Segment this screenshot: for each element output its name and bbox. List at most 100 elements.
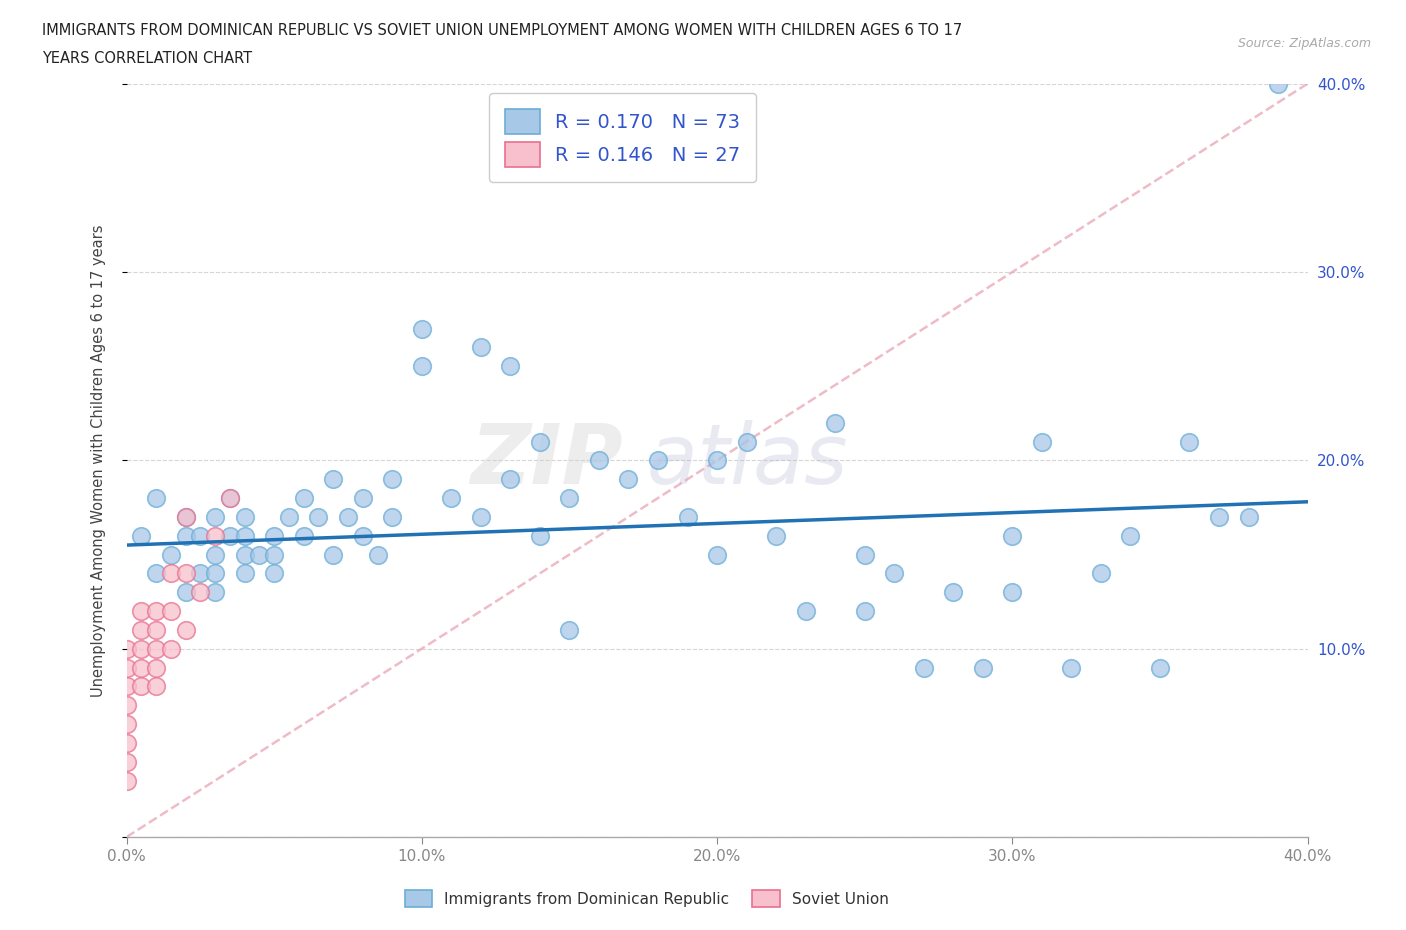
Point — [676, 510, 699, 525]
Point — [824, 415, 846, 430]
Point — [1001, 528, 1024, 543]
Point — [204, 510, 226, 525]
Point — [145, 565, 167, 580]
Point — [292, 528, 315, 543]
Point — [470, 510, 492, 525]
Point — [204, 528, 226, 543]
Text: atlas: atlas — [647, 419, 848, 501]
Point — [145, 660, 167, 675]
Point — [1090, 565, 1112, 580]
Point — [115, 736, 138, 751]
Point — [129, 660, 153, 675]
Point — [174, 528, 197, 543]
Point — [129, 528, 153, 543]
Point — [204, 585, 226, 600]
Text: ZIP: ZIP — [470, 419, 623, 501]
Point — [735, 434, 758, 449]
Point — [794, 604, 817, 618]
Point — [145, 679, 167, 694]
Legend: R = 0.170   N = 73, R = 0.146   N = 27: R = 0.170 N = 73, R = 0.146 N = 27 — [489, 93, 756, 182]
Point — [145, 604, 167, 618]
Point — [1001, 585, 1024, 600]
Point — [470, 339, 492, 354]
Point — [529, 528, 551, 543]
Point — [278, 510, 301, 525]
Point — [1237, 510, 1260, 525]
Point — [263, 565, 285, 580]
Point — [972, 660, 994, 675]
Point — [159, 547, 183, 562]
Point — [411, 321, 433, 336]
Point — [129, 679, 153, 694]
Point — [883, 565, 905, 580]
Point — [219, 491, 242, 506]
Point — [263, 547, 285, 562]
Point — [219, 491, 242, 506]
Point — [765, 528, 787, 543]
Point — [352, 491, 374, 506]
Point — [706, 547, 728, 562]
Point — [292, 491, 315, 506]
Point — [174, 585, 197, 600]
Point — [558, 491, 581, 506]
Point — [129, 604, 153, 618]
Point — [1178, 434, 1201, 449]
Point — [115, 754, 138, 769]
Point — [115, 642, 138, 657]
Point — [322, 472, 344, 486]
Point — [558, 622, 581, 637]
Point — [529, 434, 551, 449]
Point — [174, 622, 197, 637]
Point — [159, 565, 183, 580]
Point — [1119, 528, 1142, 543]
Point — [912, 660, 935, 675]
Text: IMMIGRANTS FROM DOMINICAN REPUBLIC VS SOVIET UNION UNEMPLOYMENT AMONG WOMEN WITH: IMMIGRANTS FROM DOMINICAN REPUBLIC VS SO… — [42, 23, 963, 38]
Legend: Immigrants from Dominican Republic, Soviet Union: Immigrants from Dominican Republic, Sovi… — [398, 884, 896, 913]
Point — [145, 642, 167, 657]
Point — [188, 528, 211, 543]
Point — [853, 547, 876, 562]
Point — [853, 604, 876, 618]
Point — [204, 547, 226, 562]
Point — [188, 585, 211, 600]
Point — [1031, 434, 1053, 449]
Text: Source: ZipAtlas.com: Source: ZipAtlas.com — [1237, 37, 1371, 50]
Point — [159, 604, 183, 618]
Point — [1149, 660, 1171, 675]
Point — [381, 510, 404, 525]
Point — [145, 491, 167, 506]
Point — [617, 472, 640, 486]
Point — [233, 547, 256, 562]
Point — [366, 547, 388, 562]
Point — [411, 359, 433, 374]
Point — [129, 642, 153, 657]
Point — [145, 622, 167, 637]
Point — [706, 453, 728, 468]
Point — [440, 491, 463, 506]
Point — [247, 547, 270, 562]
Point — [647, 453, 669, 468]
Point — [174, 510, 197, 525]
Y-axis label: Unemployment Among Women with Children Ages 6 to 17 years: Unemployment Among Women with Children A… — [91, 224, 105, 697]
Point — [1267, 76, 1289, 91]
Point — [942, 585, 965, 600]
Point — [1060, 660, 1083, 675]
Point — [115, 717, 138, 732]
Point — [352, 528, 374, 543]
Point — [307, 510, 329, 525]
Point — [499, 359, 522, 374]
Point — [233, 565, 256, 580]
Point — [188, 565, 211, 580]
Point — [115, 773, 138, 788]
Point — [322, 547, 344, 562]
Point — [204, 565, 226, 580]
Text: YEARS CORRELATION CHART: YEARS CORRELATION CHART — [42, 51, 252, 66]
Point — [159, 642, 183, 657]
Point — [115, 660, 138, 675]
Point — [233, 528, 256, 543]
Point — [1208, 510, 1230, 525]
Point — [381, 472, 404, 486]
Point — [115, 698, 138, 712]
Point — [588, 453, 610, 468]
Point — [499, 472, 522, 486]
